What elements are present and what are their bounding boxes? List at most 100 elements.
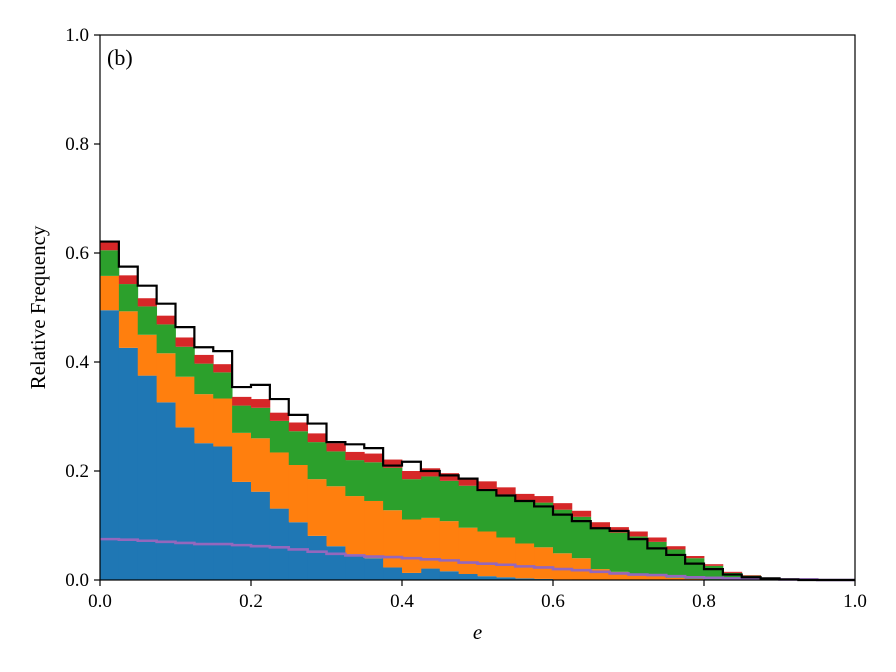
bar-series3-bin6 [213, 372, 233, 399]
bar-series1-bin2 [137, 375, 158, 580]
bar-series2-bin6 [213, 398, 233, 447]
bar-series3-bin5 [194, 363, 214, 395]
bar-series2-bin7 [232, 432, 252, 482]
bar-series4-bin25 [571, 510, 592, 517]
x-tick-label-1: 0.2 [239, 591, 263, 612]
bar-series2-bin12 [326, 486, 346, 547]
bar-series4-bin28 [628, 531, 648, 537]
bar-series1-bin11 [307, 535, 327, 580]
bar-series4-bin10 [288, 422, 309, 432]
bar-series3-bin14 [364, 462, 384, 501]
bar-series4-bin33 [722, 571, 743, 573]
bar-series4-bin18 [439, 473, 460, 481]
bar-series3-bin7 [232, 405, 252, 433]
x-tick-label-4: 0.8 [692, 591, 716, 612]
bar-series1-bin15 [383, 567, 403, 580]
bar-series4-bin13 [345, 451, 365, 461]
bar-series1-bin22 [515, 578, 535, 580]
bar-series2-bin30 [666, 577, 686, 580]
bar-series4-bin5 [194, 354, 214, 364]
bar-series4-bin3 [156, 315, 176, 325]
bar-series3-bin29 [647, 541, 667, 576]
bar-series1-bin19 [458, 574, 478, 580]
bar-series2-bin26 [590, 569, 611, 580]
bar-series1-bin20 [477, 576, 497, 580]
bar-series4-bin6 [213, 364, 233, 373]
bar-series4-bin22 [515, 493, 535, 501]
bar-series4-bin17 [420, 468, 441, 477]
bar-series4-bin29 [647, 537, 667, 542]
bar-series3-bin13 [345, 460, 365, 497]
bar-series1-bin9 [269, 508, 290, 580]
bar-series3-bin10 [288, 431, 309, 466]
bar-series1-bin12 [326, 546, 346, 580]
bar-series2-bin20 [477, 531, 497, 577]
bar-series1-bin5 [194, 443, 214, 580]
bar-series4-bin16 [402, 471, 422, 480]
step-line-1 [100, 537, 855, 582]
bar-series2-bin3 [156, 353, 176, 403]
bar-series4-bin15 [383, 459, 403, 468]
bar-series3-bin2 [137, 306, 158, 335]
bar-series3-bin30 [666, 549, 686, 578]
bar-series4-bin24 [553, 503, 573, 510]
bar-series3-bin4 [175, 346, 195, 377]
x-tick-label-0: 0.0 [88, 591, 112, 612]
step-line-2 [100, 240, 855, 582]
bar-series2-bin23 [534, 547, 554, 579]
bar-series3-bin28 [628, 536, 648, 575]
bar-series2-bin15 [383, 510, 403, 568]
y-axis-ticks: 0.0 0.2 0.4 0.6 0.8 1.0 [65, 25, 100, 591]
bar-series2-bin21 [496, 537, 516, 578]
bar-series3-bin0 [100, 250, 120, 276]
bar-series1-bin1 [118, 347, 139, 580]
bar-series3-bin9 [269, 420, 290, 453]
bar-series2-bin13 [345, 496, 365, 555]
y-tick-label-2: 0.4 [65, 352, 89, 373]
bar-series2-bin9 [269, 452, 290, 509]
bar-series3-bin31 [685, 558, 705, 579]
bar-series4-bin9 [269, 412, 290, 421]
bar-series2-bin27 [609, 571, 629, 580]
bar-series1-bin4 [175, 427, 195, 580]
bar-series2-bin10 [288, 465, 309, 523]
bar-series2-bin28 [628, 574, 648, 580]
x-axis-ticks: 0.0 0.2 0.4 0.6 0.8 1.0 [88, 580, 867, 612]
bar-series4-bin0 [100, 241, 120, 251]
bar-series4-bin2 [137, 298, 158, 307]
y-tick-label-5: 1.0 [65, 25, 89, 46]
bar-series2-bin14 [364, 500, 384, 559]
bar-series4-bin8 [251, 399, 271, 408]
bar-series2-bin0 [100, 275, 120, 311]
bar-series1-bin6 [213, 446, 233, 580]
panel-label: (b) [107, 45, 133, 70]
bar-series1-bin21 [496, 577, 516, 580]
bar-series4-bin1 [118, 275, 139, 285]
bar-series1-bin17 [420, 568, 441, 580]
bar-series1-bin18 [439, 571, 460, 580]
bar-series4-bin14 [364, 453, 384, 463]
bar-series4-bin23 [534, 496, 554, 503]
bar-series2-bin29 [647, 575, 667, 580]
bar-series4-bin4 [175, 337, 195, 347]
bar-series4-bin31 [685, 556, 705, 559]
bar-series1-bin0 [100, 310, 120, 580]
bar-series3-bin25 [571, 516, 592, 559]
bar-series2-bin24 [553, 553, 573, 580]
bar-series3-bin20 [477, 488, 497, 532]
bar-series3-bin23 [534, 502, 554, 548]
bar-series3-bin15 [383, 467, 403, 511]
bar-series4-bin26 [590, 522, 611, 529]
step-lines [100, 240, 855, 582]
y-tick-label-4: 0.8 [65, 134, 89, 155]
bar-series2-bin17 [420, 517, 441, 569]
bar-series3-bin12 [326, 451, 346, 487]
bar-series1-bin8 [251, 491, 271, 580]
bar-series2-bin11 [307, 479, 327, 536]
y-axis-label: Relative Frequency [26, 225, 50, 389]
bar-series2-bin22 [515, 543, 535, 579]
bar-series2-bin4 [175, 376, 195, 428]
bar-series3-bin18 [439, 480, 460, 522]
bar-series4-bin20 [477, 481, 497, 489]
bar-series4-bin30 [666, 546, 686, 550]
